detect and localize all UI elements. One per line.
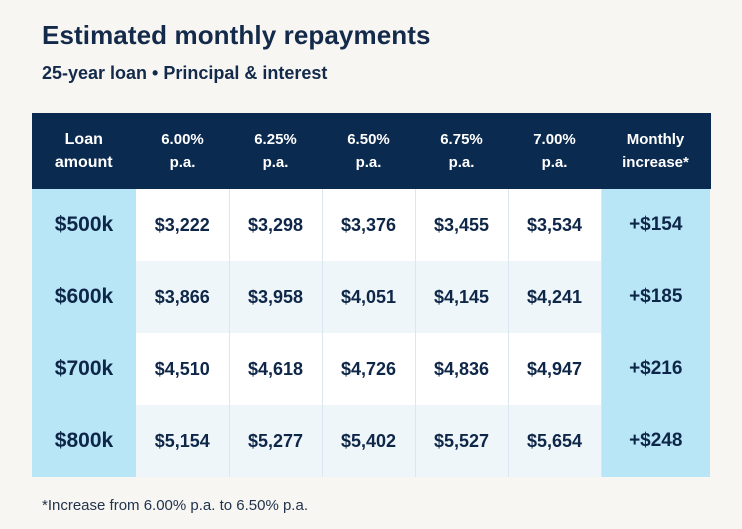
column-header-line: Monthly — [626, 131, 685, 148]
repayment-cell: $5,154 — [136, 405, 230, 477]
loan-amount-cell: $800k — [32, 405, 136, 477]
repayments-table: Loan amount 6.00% p.a. 6.25% p.a. 6.50% … — [32, 113, 711, 477]
monthly-increase-cell: +$248 — [601, 405, 710, 477]
monthly-increase-cell: +$216 — [601, 333, 710, 405]
repayment-cell: $3,534 — [508, 189, 602, 261]
column-header-line: 6.25% — [254, 131, 297, 148]
repayment-cell: $5,654 — [508, 405, 602, 477]
column-header-monthly-increase: Monthly increase* — [601, 113, 711, 189]
repayment-cell: $3,376 — [322, 189, 416, 261]
column-header-rate-625: 6.25% p.a. — [229, 113, 323, 189]
column-header-line: Loan — [64, 131, 103, 148]
footnote: *Increase from 6.00% p.a. to 6.50% p.a. — [42, 497, 308, 514]
table-row: $500k $3,222 $3,298 $3,376 $3,455 $3,534… — [32, 189, 710, 261]
column-header-line: 6.75% — [440, 131, 483, 148]
repayment-cell: $5,402 — [322, 405, 416, 477]
loan-amount-cell: $600k — [32, 261, 136, 333]
page-title: Estimated monthly repayments — [42, 20, 431, 50]
table-row: $800k $5,154 $5,277 $5,402 $5,527 $5,654… — [32, 405, 710, 477]
monthly-increase-cell: +$185 — [601, 261, 710, 333]
repayment-cell: $3,958 — [229, 261, 323, 333]
column-header-line: 6.50% — [347, 131, 390, 148]
repayment-cell: $4,947 — [508, 333, 602, 405]
repayment-cell: $5,277 — [229, 405, 323, 477]
repayment-cell: $3,455 — [415, 189, 509, 261]
loan-amount-cell: $500k — [32, 189, 136, 261]
column-header-line: p.a. — [541, 154, 568, 171]
monthly-increase-cell: +$154 — [601, 189, 710, 261]
repayment-cell: $3,222 — [136, 189, 230, 261]
column-header-line: 7.00% — [533, 131, 576, 148]
column-header-line: increase* — [622, 154, 689, 171]
column-header-rate-650: 6.50% p.a. — [322, 113, 416, 189]
repayment-cell: $4,836 — [415, 333, 509, 405]
column-header-loan-amount: Loan amount — [32, 113, 137, 189]
loan-amount-cell: $700k — [32, 333, 136, 405]
column-header-line: 6.00% — [161, 131, 204, 148]
column-header-line: p.a. — [169, 154, 196, 171]
column-header-rate-600: 6.00% p.a. — [136, 113, 230, 189]
column-header-rate-675: 6.75% p.a. — [415, 113, 509, 189]
table-row: $700k $4,510 $4,618 $4,726 $4,836 $4,947… — [32, 333, 710, 405]
column-header-line: amount — [54, 154, 113, 171]
column-header-rate-700: 7.00% p.a. — [508, 113, 602, 189]
repayment-cell: $4,145 — [415, 261, 509, 333]
column-header-line: p.a. — [262, 154, 289, 171]
column-header-line: p.a. — [355, 154, 382, 171]
repayment-cell: $3,298 — [229, 189, 323, 261]
repayment-cell: $5,527 — [415, 405, 509, 477]
column-header-line: p.a. — [448, 154, 475, 171]
repayment-cell: $3,866 — [136, 261, 230, 333]
repayment-cell: $4,618 — [229, 333, 323, 405]
repayment-cell: $4,510 — [136, 333, 230, 405]
repayment-cell: $4,726 — [322, 333, 416, 405]
table-row: $600k $3,866 $3,958 $4,051 $4,145 $4,241… — [32, 261, 710, 333]
page-subtitle: 25-year loan • Principal & interest — [42, 63, 328, 83]
header-row: Loan amount 6.00% p.a. 6.25% p.a. 6.50% … — [32, 113, 711, 189]
repayment-cell: $4,051 — [322, 261, 416, 333]
repayment-cell: $4,241 — [508, 261, 602, 333]
